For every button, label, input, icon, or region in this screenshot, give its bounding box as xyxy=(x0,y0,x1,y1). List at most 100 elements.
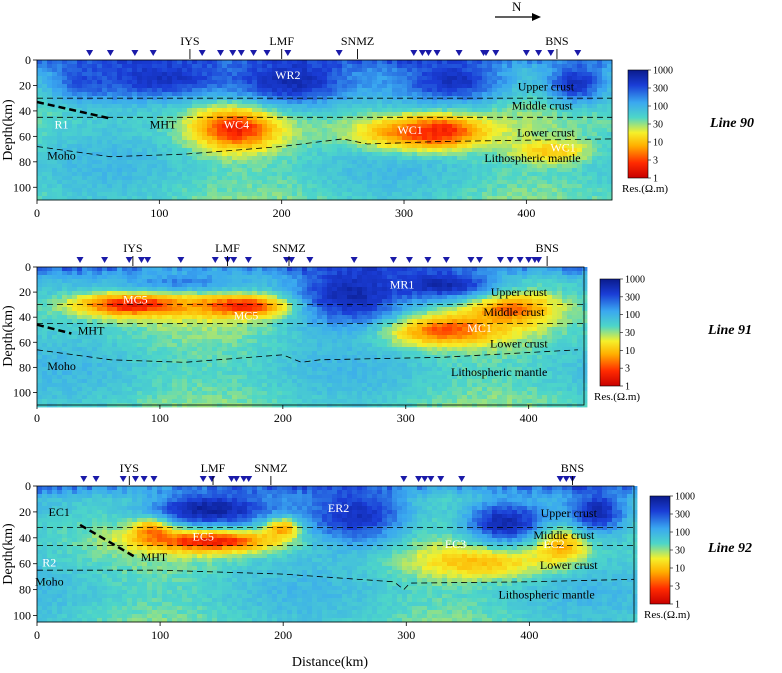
heat-cell xyxy=(167,287,173,292)
heat-cell xyxy=(272,287,278,292)
heat-cell xyxy=(197,92,203,97)
heat-cell xyxy=(482,124,488,129)
heat-cell xyxy=(282,283,288,288)
heat-cell xyxy=(222,192,228,197)
heat-cell xyxy=(167,60,173,65)
heat-cell xyxy=(442,92,448,97)
heat-cell xyxy=(577,160,583,165)
heat-cell xyxy=(77,160,83,165)
heat-cell xyxy=(347,88,353,93)
heat-cell xyxy=(452,60,458,65)
heat-cell xyxy=(397,68,403,73)
heat-cell xyxy=(257,160,263,165)
heat-cell xyxy=(577,108,583,113)
heat-cell xyxy=(207,144,213,149)
heat-cell xyxy=(207,176,213,181)
heat-cell xyxy=(587,196,593,201)
heat-cell xyxy=(167,192,173,197)
heat-cell xyxy=(252,72,258,77)
heat-cell xyxy=(307,156,313,161)
heat-cell xyxy=(107,168,113,173)
heat-cell xyxy=(452,68,458,73)
heat-cell xyxy=(87,148,93,153)
heat-cell xyxy=(382,148,388,153)
heat-cell xyxy=(507,72,513,77)
heat-cell xyxy=(102,176,108,181)
heat-cell xyxy=(402,136,408,141)
heat-cell xyxy=(237,156,243,161)
heat-cell xyxy=(562,72,568,77)
heat-cell xyxy=(157,88,163,93)
heat-cell xyxy=(92,152,98,157)
heat-cell xyxy=(362,180,368,185)
heat-cell xyxy=(397,172,403,177)
heat-cell xyxy=(342,283,348,288)
heat-cell xyxy=(307,60,313,65)
heat-cell xyxy=(187,275,193,280)
heat-cell xyxy=(357,287,363,292)
heat-cell xyxy=(252,271,258,276)
heat-cell xyxy=(77,88,83,93)
heat-cell xyxy=(72,124,78,129)
heat-cell xyxy=(387,279,393,284)
heat-cell xyxy=(92,76,98,81)
heat-cell xyxy=(537,188,543,193)
heat-cell xyxy=(57,295,63,300)
heat-cell xyxy=(212,176,218,181)
heat-cell xyxy=(62,68,68,73)
heat-cell xyxy=(222,84,228,89)
heat-cell xyxy=(367,68,373,73)
heat-cell xyxy=(127,172,133,177)
heat-cell xyxy=(532,283,538,288)
heat-cell xyxy=(437,60,443,65)
heat-cell xyxy=(132,124,138,129)
heat-cell xyxy=(407,267,413,272)
heat-cell xyxy=(252,92,258,97)
heat-cell xyxy=(132,152,138,157)
heat-cell xyxy=(72,76,78,81)
heat-cell xyxy=(287,128,293,133)
heat-cell xyxy=(157,184,163,189)
heat-cell xyxy=(342,144,348,149)
heat-cell xyxy=(317,84,323,89)
heat-cell xyxy=(272,128,278,133)
heat-cell xyxy=(537,100,543,105)
heat-cell xyxy=(467,68,473,73)
heat-cell xyxy=(342,68,348,73)
heat-cell xyxy=(592,112,598,117)
heat-cell xyxy=(417,176,423,181)
heat-cell xyxy=(197,128,203,133)
heat-cell xyxy=(317,192,323,197)
heat-cell xyxy=(552,168,558,173)
heat-cell xyxy=(537,196,543,201)
heat-cell xyxy=(222,64,228,69)
heat-cell xyxy=(337,271,343,276)
heat-cell xyxy=(467,108,473,113)
heat-cell xyxy=(307,267,313,272)
heat-cell xyxy=(187,84,193,89)
heat-cell xyxy=(202,196,208,201)
heat-cell xyxy=(487,156,493,161)
heat-cell xyxy=(292,279,298,284)
heat-cell xyxy=(592,60,598,65)
heat-cell xyxy=(202,88,208,93)
heat-cell xyxy=(417,160,423,165)
y-tick-label: 100 xyxy=(13,180,31,194)
heat-cell xyxy=(172,112,178,117)
heat-cell xyxy=(352,291,358,296)
heat-cell xyxy=(177,188,183,193)
heat-cell xyxy=(217,156,223,161)
heat-cell xyxy=(337,176,343,181)
heat-cell xyxy=(272,160,278,165)
heat-cell xyxy=(232,172,238,177)
heat-cell xyxy=(112,120,118,125)
heat-cell xyxy=(327,92,333,97)
heat-cell xyxy=(82,176,88,181)
heat-cell xyxy=(242,188,248,193)
heat-cell xyxy=(322,124,328,129)
heat-cell xyxy=(127,68,133,73)
heat-cell xyxy=(202,176,208,181)
heat-cell xyxy=(297,136,303,141)
heat-cell xyxy=(417,92,423,97)
resistivity-heatmap xyxy=(37,60,613,201)
